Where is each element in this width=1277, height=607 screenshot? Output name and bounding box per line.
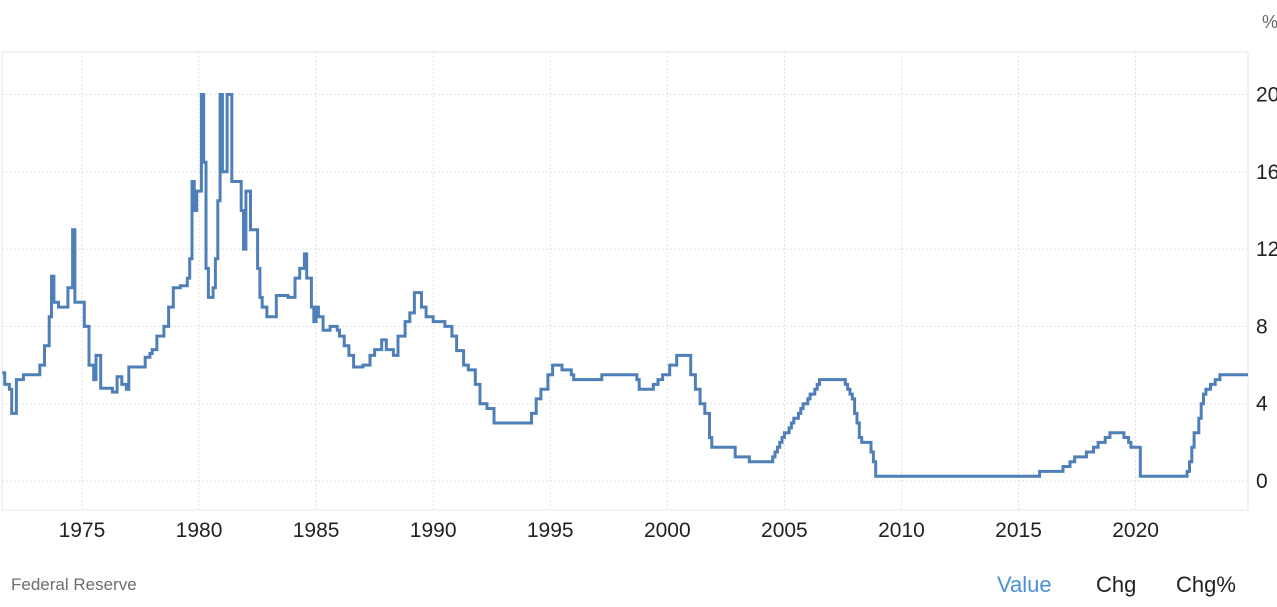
tab-chg-percent[interactable]: Chg% <box>1176 572 1236 597</box>
chart-grid <box>2 52 1248 510</box>
x-tick-label: 1990 <box>410 519 457 542</box>
x-tick-label: 2000 <box>644 519 691 542</box>
x-tick-label: 2020 <box>1112 519 1159 542</box>
line-chart: 1975 1980 1985 1990 1995 2000 2005 2010 2015 2020… <box>1 12 1277 542</box>
source-label: Federal Reserve <box>11 575 137 594</box>
tab-chg[interactable]: Chg <box>1096 572 1137 597</box>
y-tick-label: 0 <box>1256 470 1268 493</box>
chart-footer: Federal Reserve Value Chg Chg% <box>0 570 1277 607</box>
x-tick-label: 1980 <box>176 519 223 542</box>
series-group <box>2 93 1248 478</box>
tab-value[interactable]: Value <box>997 572 1052 597</box>
x-tick-label: 2005 <box>761 519 808 542</box>
y-tick-label: 8 <box>1256 315 1268 338</box>
x-tick-label: 2015 <box>995 519 1042 542</box>
y-tick-label: 4 <box>1256 393 1268 416</box>
y-tick-label: 12 <box>1256 238 1277 261</box>
x-tick-label: 1985 <box>293 519 340 542</box>
y-unit-label: % <box>1262 12 1277 32</box>
x-tick-label: 2010 <box>878 519 925 542</box>
series-line <box>2 93 1248 478</box>
x-tick-label: 1975 <box>59 519 106 542</box>
y-tick-label: 16 <box>1256 161 1277 184</box>
plot-frame <box>1 51 1249 511</box>
x-axis: 1975 1980 1985 1990 1995 2000 2005 2010 2015 2020 <box>59 519 1159 542</box>
x-tick-label: 1995 <box>527 519 574 542</box>
y-tick-label: 20 <box>1256 84 1277 107</box>
y-axis: 0 4 8 12 16 20 <box>1256 84 1277 493</box>
